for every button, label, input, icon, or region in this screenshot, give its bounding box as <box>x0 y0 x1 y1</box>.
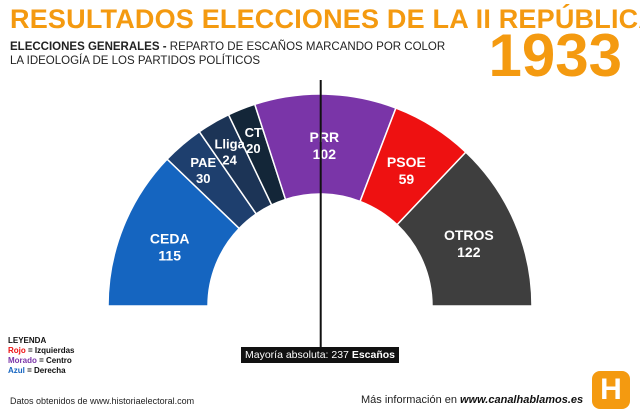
slice-otros <box>395 151 533 307</box>
subtitle-bold: ELECCIONES GENERALES - <box>10 41 167 53</box>
legend-meaning: Izquierdas <box>34 346 75 355</box>
legend-color-name: Rojo <box>8 346 26 355</box>
majority-bold: Escaños <box>351 349 396 361</box>
subtitle-text: REPARTO DE ESCAÑOS MARCANDO POR COLOR LA… <box>10 41 446 67</box>
page-title: RESULTADOS ELECCIONES DE LA II REPÚBLICA <box>10 4 640 34</box>
slice-name-label: CT <box>245 125 262 140</box>
slice-name-label: OTROS <box>444 227 494 243</box>
slice-name-label: Lliga <box>214 136 245 151</box>
slice-value-label: 122 <box>457 244 481 260</box>
majority-text: Mayoría absoluta: 237 <box>245 349 352 361</box>
legend: LEYENDA Rojo = Izquierdas Morado = Centr… <box>8 336 74 376</box>
slice-value-label: 24 <box>222 152 237 167</box>
slice-value-label: 20 <box>246 141 260 156</box>
slice-value-label: 59 <box>399 171 415 187</box>
legend-item-center: Morado = Centro <box>8 356 72 365</box>
more-info-text: Más información en <box>361 394 461 406</box>
slice-name-label: PRR <box>310 129 340 145</box>
legend-item-left: Rojo = Izquierdas <box>8 346 75 355</box>
slice-name-label: PAE <box>190 155 216 170</box>
slice-value-label: 115 <box>158 248 181 264</box>
legend-title: LEYENDA <box>8 336 47 345</box>
legend-color-name: Morado <box>8 356 37 365</box>
brand-logo[interactable]: H <box>592 371 630 409</box>
slice-name-label: CEDA <box>150 231 190 247</box>
chart-slices <box>107 93 533 307</box>
majority-label: Mayoría absoluta: 237 Escaños <box>241 347 400 363</box>
page-subtitle: ELECCIONES GENERALES - REPARTO DE ESCAÑO… <box>10 40 450 68</box>
more-info-link[interactable]: www.canalhablamos.es <box>460 394 584 406</box>
slice-value-label: 102 <box>313 146 337 162</box>
more-info: Más información en www.canalhablamos.es <box>361 394 583 406</box>
legend-item-right: Azul = Derecha <box>8 366 66 375</box>
slice-value-label: 30 <box>196 171 210 186</box>
source-note: Datos obtenidos de www.historiaelectoral… <box>10 396 195 406</box>
election-year: 1933 <box>488 22 622 89</box>
legend-meaning: Derecha <box>34 366 66 375</box>
legend-meaning: Centro <box>46 356 72 365</box>
legend-color-name: Azul <box>8 366 25 375</box>
slice-name-label: PSOE <box>387 154 426 170</box>
